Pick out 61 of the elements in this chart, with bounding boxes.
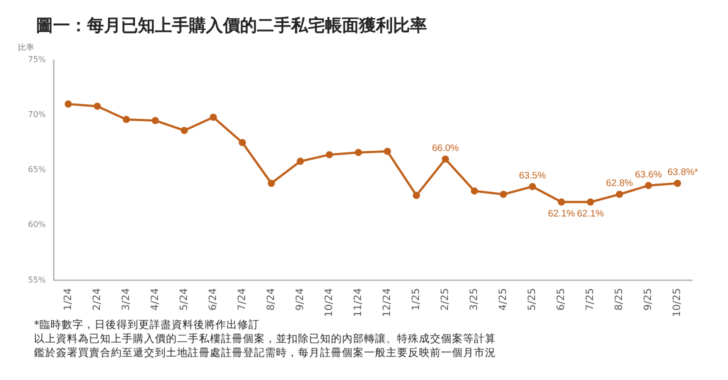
x-tick-label: 4/24 bbox=[150, 288, 161, 311]
point bbox=[210, 114, 217, 121]
data-label: 63.8%* bbox=[667, 167, 698, 178]
x-tick-label: 3/24 bbox=[120, 288, 132, 311]
x-tick-label: 1/25 bbox=[411, 288, 422, 311]
point bbox=[122, 116, 130, 124]
data-label: 62.1% bbox=[548, 208, 576, 220]
x-tick-label: 4/25 bbox=[498, 288, 510, 311]
y-axis-title: 比率 bbox=[18, 43, 34, 52]
point bbox=[644, 182, 652, 190]
x-tick-label: 10/25 bbox=[672, 288, 684, 318]
x-tick-label: 7/25 bbox=[585, 288, 596, 311]
point bbox=[412, 192, 420, 200]
point bbox=[500, 190, 508, 198]
point bbox=[268, 180, 275, 187]
x-tick-label: 9/24 bbox=[294, 288, 306, 311]
data-label: 63.5% bbox=[518, 170, 546, 182]
point bbox=[384, 148, 391, 155]
point bbox=[326, 151, 333, 158]
x-tick-label: 3/25 bbox=[469, 288, 480, 311]
y-tick-label: 65% bbox=[28, 165, 46, 174]
point bbox=[94, 102, 101, 110]
point bbox=[528, 183, 536, 190]
x-tick-label: 8/24 bbox=[266, 288, 277, 311]
y-tick-label: 55% bbox=[28, 275, 46, 284]
point bbox=[238, 138, 246, 146]
point bbox=[64, 100, 72, 108]
data-label: 63.6% bbox=[635, 169, 663, 180]
y-tick-label: 75% bbox=[28, 55, 46, 64]
point bbox=[152, 116, 159, 124]
point bbox=[586, 198, 594, 206]
x-tick-label: 12/24 bbox=[382, 288, 393, 318]
x-tick-label: 5/24 bbox=[178, 288, 190, 311]
x-tick-label: 6/25 bbox=[556, 288, 568, 311]
x-tick-label: 10/24 bbox=[324, 288, 335, 318]
x-tick-label: 9/25 bbox=[643, 288, 654, 311]
text: 鑑於簽署買賣合約至遞交到土地註冊處註冊登記需時，每月註冊個案一般主要反映前一個月市況 bbox=[34, 346, 496, 360]
x-tick-label: 8/25 bbox=[614, 288, 626, 311]
point bbox=[470, 187, 478, 195]
y-tick-label: 70% bbox=[28, 110, 46, 120]
data-label: 66.0% bbox=[432, 142, 460, 154]
point bbox=[354, 148, 362, 156]
data-label: 62.8% bbox=[606, 178, 634, 190]
point bbox=[616, 190, 624, 198]
x-tick-label: 2/25 bbox=[440, 288, 452, 311]
point bbox=[674, 180, 682, 187]
x-tick-label: 11/24 bbox=[352, 288, 364, 318]
y-tick-label: 60% bbox=[28, 220, 46, 230]
x-tick-label: 6/24 bbox=[208, 288, 219, 311]
text: 以上資料為已知上手購入價的二手私樓註冊個案，並扣除已知的內部轉讓、特殊成交個案等計算 bbox=[34, 332, 496, 346]
point bbox=[296, 158, 304, 165]
point bbox=[558, 198, 566, 206]
x-tick-label: 2/24 bbox=[92, 288, 103, 311]
point bbox=[180, 126, 188, 134]
chart-title: 圖一：每月已知上手購入價的二手私宅帳面獲利比率 bbox=[36, 15, 427, 37]
x-tick-label: 5/25 bbox=[527, 288, 538, 311]
text: *臨時數字，日後得到更詳盡資料後將作出修訂 bbox=[34, 318, 260, 332]
x-tick-label: 1/24 bbox=[62, 288, 74, 311]
data-label: 62.1% bbox=[576, 208, 604, 220]
x-tick-label: 7/24 bbox=[236, 288, 248, 311]
point bbox=[442, 155, 450, 163]
